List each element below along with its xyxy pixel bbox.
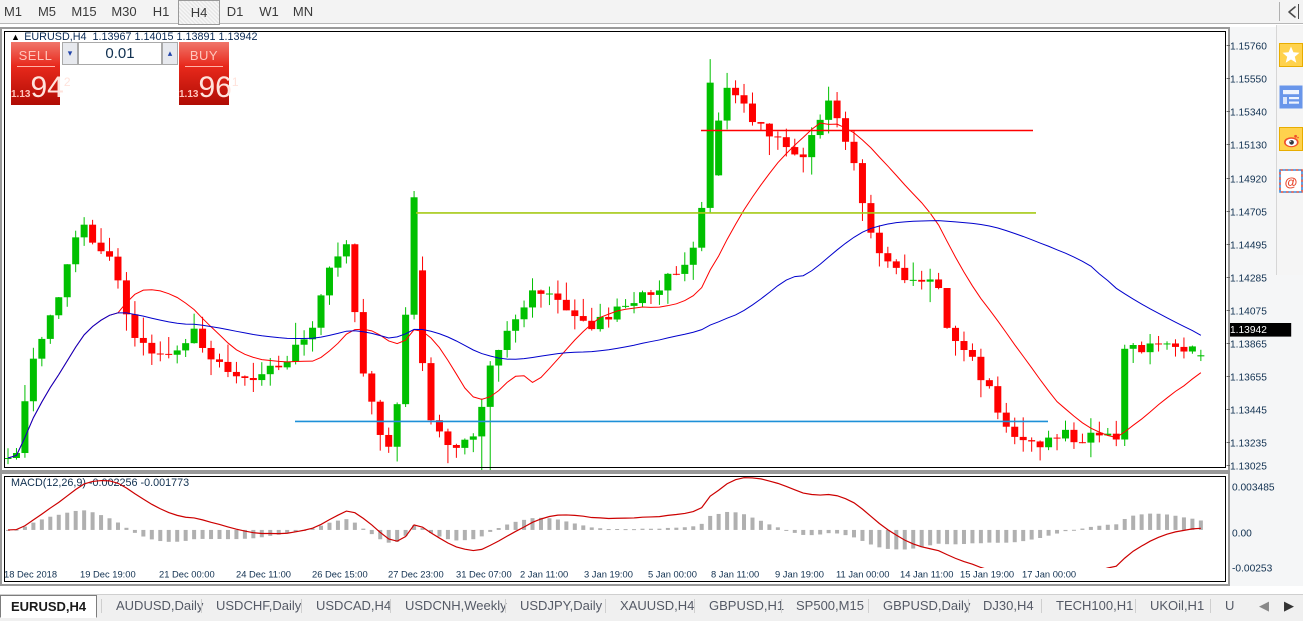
svg-text:@: @: [1285, 175, 1298, 190]
